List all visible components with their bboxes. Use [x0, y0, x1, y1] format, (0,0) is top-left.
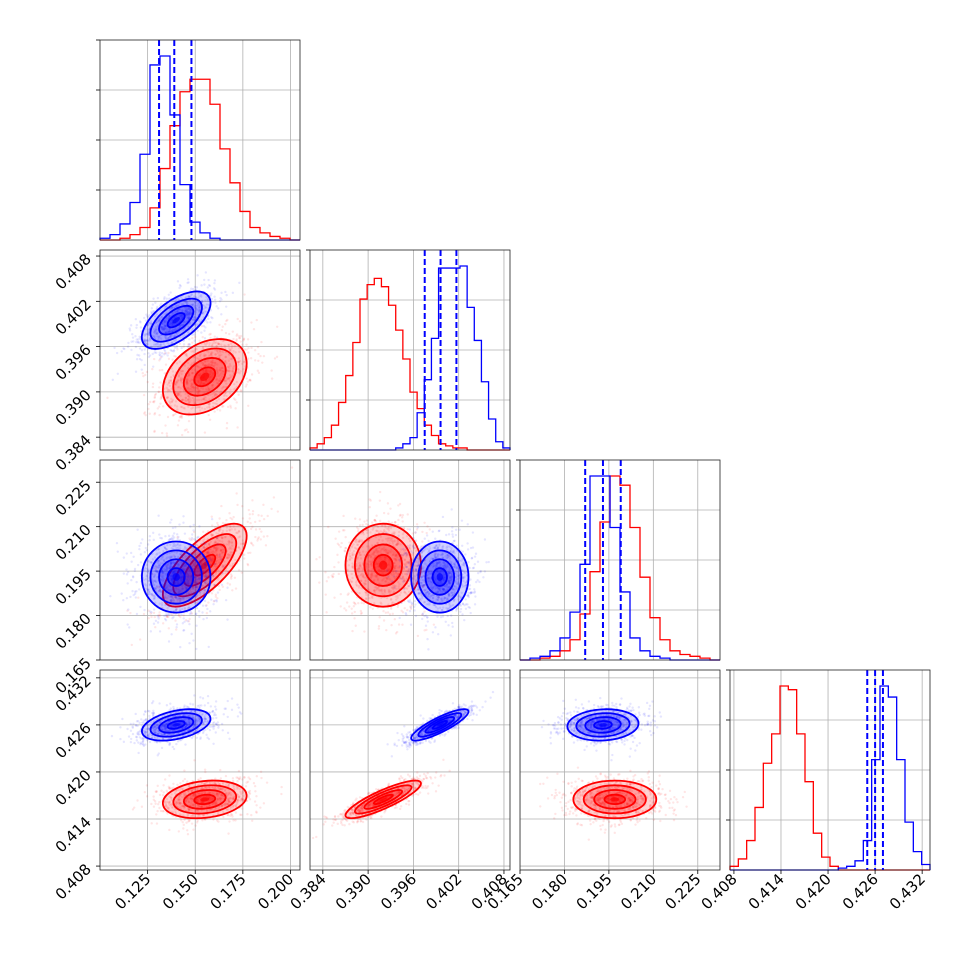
histogram-blue	[520, 475, 720, 661]
x-axis-1: 0.384 0.390 0.396 0.402 0.408	[287, 870, 511, 913]
y-tick-label: 0.396	[52, 341, 95, 384]
x-tick-label: 0.414	[745, 870, 788, 913]
x-axis-3: 0.408 0.414 0.420 0.426 0.432	[698, 870, 929, 913]
contours-blue	[566, 708, 640, 742]
x-tick-label: 0.408	[698, 870, 741, 913]
x-tick-label: 0.210	[617, 870, 660, 913]
density-blue	[141, 541, 211, 613]
contours-blue	[141, 708, 212, 742]
x-tick-label: 0.420	[792, 870, 835, 913]
density-blue	[141, 291, 211, 349]
contours-red	[572, 779, 658, 820]
y-tick-label: 0.408	[52, 250, 95, 293]
x-tick-label: 0.402	[422, 870, 465, 913]
histogram-red	[309, 277, 510, 451]
x-tick-label: 0.150	[159, 870, 202, 913]
histogram-red	[100, 78, 300, 241]
x-tick-label: 0.175	[207, 870, 250, 913]
y-tick-label: 0.210	[52, 521, 95, 564]
contours-red	[344, 522, 422, 608]
x-tick-label: 0.200	[254, 870, 297, 913]
y-tick-label: 0.426	[52, 719, 95, 762]
contours-blue	[410, 708, 470, 742]
panel-2-1	[309, 459, 511, 661]
contours-red	[161, 779, 248, 820]
y-tick-label: 0.414	[52, 813, 95, 856]
density-blue	[411, 541, 469, 613]
histogram-red	[729, 685, 930, 871]
y-tick-label: 0.390	[52, 386, 95, 429]
density-red	[345, 523, 421, 607]
histogram-panel-1	[306, 249, 511, 451]
histogram-panel-3	[726, 669, 931, 871]
panel-3-0	[99, 669, 301, 871]
x-tick-label: 0.195	[573, 870, 616, 913]
panel-2-0	[99, 459, 301, 661]
x-tick-label: 0.432	[886, 870, 929, 913]
x-tick-label: 0.390	[332, 870, 375, 913]
panel-1-0	[99, 249, 301, 451]
histogram-blue	[730, 685, 931, 871]
panel-3-1	[309, 669, 511, 871]
histogram-panel-2	[516, 459, 721, 661]
contours-blue	[141, 540, 212, 614]
contours-red	[161, 338, 248, 416]
y-tick-label: 0.384	[52, 431, 95, 474]
contours-blue	[410, 540, 470, 614]
panel-3-2	[519, 669, 721, 871]
x-tick-label: 0.396	[377, 870, 420, 913]
contours-red	[344, 779, 422, 820]
y-tick-label: 0.225	[52, 476, 95, 519]
contours-red	[161, 522, 248, 608]
contours-blue	[141, 290, 212, 350]
y-tick-label: 0.180	[52, 610, 95, 653]
histogram-blue	[310, 265, 511, 451]
x-tick-label: 0.180	[528, 870, 571, 913]
x-axis-2: 0.165 0.180 0.195 0.210 0.225	[484, 870, 705, 913]
y-tick-label: 0.408	[52, 860, 95, 903]
x-tick-label: 0.225	[662, 870, 705, 913]
x-tick-label: 0.125	[111, 870, 154, 913]
histogram-panel-0	[96, 39, 301, 241]
scatter-red	[539, 766, 688, 841]
density-red	[162, 523, 247, 607]
density-red	[162, 339, 247, 415]
x-tick-label: 0.384	[287, 870, 330, 913]
y-tick-label: 0.402	[52, 295, 95, 338]
x-tick-label: 0.426	[839, 870, 882, 913]
y-tick-label: 0.195	[52, 565, 95, 608]
y-tick-label: 0.420	[52, 766, 95, 809]
x-axis-0: 0.125 0.150 0.175 0.200	[111, 870, 297, 913]
histogram-red	[520, 475, 720, 661]
histogram-blue	[99, 55, 300, 241]
